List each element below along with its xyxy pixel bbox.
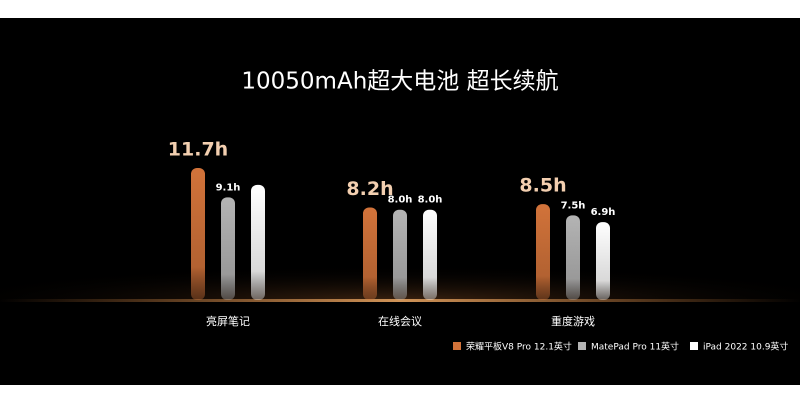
- x-tick-label: 亮屏笔记: [206, 314, 250, 328]
- background: [0, 18, 800, 385]
- data-label: 8.0h: [418, 195, 443, 206]
- bar: [221, 197, 235, 300]
- legend-label: MatePad Pro 11英寸: [591, 341, 679, 353]
- legend-label: iPad 2022 10.9英寸: [703, 341, 788, 353]
- bar: [536, 204, 550, 300]
- data-label: 8.2h: [346, 178, 393, 200]
- baseline-glow: [0, 299, 800, 302]
- legend-label: 荣耀平板V8 Pro 12.1英寸: [466, 341, 572, 353]
- bar: [566, 215, 580, 300]
- bar: [363, 207, 377, 300]
- legend-swatch: [690, 342, 698, 350]
- data-label: 8.0h: [388, 195, 413, 206]
- data-label: 8.5h: [519, 175, 566, 197]
- data-label: 6.9h: [591, 207, 616, 218]
- x-tick-label: 重度游戏: [551, 314, 595, 328]
- bar: [596, 222, 610, 300]
- bar: [191, 167, 205, 300]
- legend-swatch: [453, 342, 461, 350]
- chart-title: 10050mAh超大电池 超长续航: [241, 69, 558, 95]
- x-tick-label: 在线会议: [378, 314, 422, 328]
- data-label: 9.1h: [216, 182, 241, 193]
- data-label: 11.7h: [168, 138, 228, 160]
- bar: [393, 209, 407, 300]
- legend-swatch: [578, 342, 586, 350]
- data-label: 7.5h: [561, 200, 586, 211]
- bar: [251, 184, 265, 300]
- bar: [423, 209, 437, 300]
